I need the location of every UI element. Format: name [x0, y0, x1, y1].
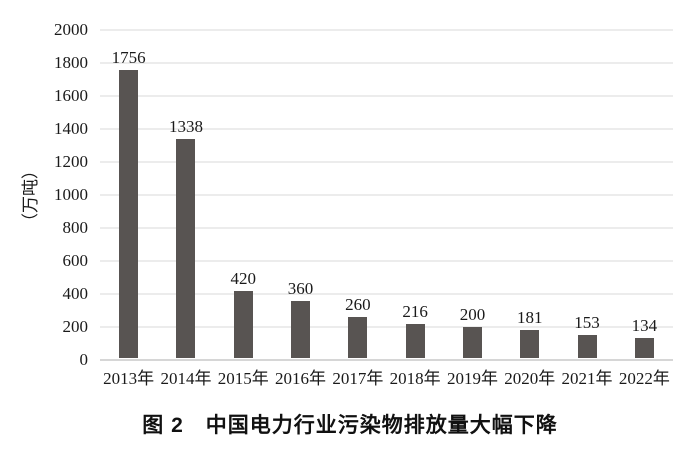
gridline-800: [100, 227, 673, 229]
bar-value-label-2015年: 420: [230, 268, 257, 288]
figure-caption: 图 2 中国电力行业污染物排放量大幅下降: [142, 414, 558, 437]
bar-value-label-2021年: 153: [574, 312, 600, 332]
y-tick-label-1000: 1000: [54, 185, 88, 204]
bar-2019年: [462, 327, 482, 358]
x-axis-label-2014年: 2014年: [160, 369, 212, 388]
bar-2015年: [233, 290, 253, 358]
bar-2014年: [176, 139, 196, 358]
x-axis-label-2016年: 2016年: [275, 369, 327, 388]
x-axis-label-2013年: 2013年: [103, 369, 155, 388]
gridline-400: [100, 293, 673, 295]
bar-2022年: [634, 337, 654, 358]
bar-2016年: [291, 300, 311, 358]
y-tick-label-1600: 1600: [54, 86, 88, 105]
x-axis-label-2017年: 2017年: [332, 369, 384, 388]
bar-2020年: [520, 330, 540, 358]
gridline-200: [100, 326, 673, 328]
bar-value-label-2017年: 260: [345, 295, 371, 315]
y-tick-label-0: 0: [79, 350, 89, 369]
x-axis-label-2015年: 2015年: [217, 369, 269, 388]
bar-value-label-2013年: 1756: [111, 48, 146, 68]
y-tick-label-1400: 1400: [54, 119, 88, 138]
x-axis-label-2020年: 2020年: [504, 369, 556, 388]
bar-value-label-2019年: 200: [459, 305, 486, 324]
gridline-1000: [100, 194, 673, 196]
gridline-1200: [100, 161, 673, 163]
bar-2017年: [348, 317, 368, 358]
bar-2018年: [405, 324, 425, 358]
gridline-600: [100, 260, 673, 262]
bar-value-label-2014年: 1338: [168, 117, 203, 137]
gridline-2000: [100, 29, 673, 31]
y-tick-label-2000: 2000: [54, 20, 88, 39]
gridline-1400: [100, 128, 673, 130]
bar-value-label-2018年: 216: [402, 302, 428, 322]
bar-2021年: [577, 334, 597, 358]
y-axis-tick-labels: 2000 1800 1600 1400 1200 1000 800 600 400 200 0: [0, 21, 89, 369]
bar-value-label-2016年: 360: [287, 278, 314, 298]
y-tick-label-200: 200: [62, 317, 89, 336]
x-axis-label-2022年: 2022年: [618, 369, 670, 388]
x-axis-labels: 2013年 2014年 2015年 2016年 2017年 2018年 2019年 2020年…: [100, 369, 673, 391]
gridline-1800: [100, 62, 673, 64]
y-tick-label-400: 400: [62, 284, 89, 303]
x-axis-line: [100, 359, 673, 361]
x-axis-label-2019年: 2019年: [446, 369, 498, 388]
bar-value-label-2022年: 134: [631, 315, 658, 335]
y-tick-label-1800: 1800: [54, 53, 88, 72]
y-tick-label-1200: 1200: [54, 152, 88, 171]
x-axis-label-2018年: 2018年: [389, 369, 441, 388]
y-tick-label-800: 800: [62, 218, 89, 237]
bar-value-label-2020年: 181: [517, 308, 543, 328]
gridline-1600: [100, 95, 673, 97]
x-axis-label-2021年: 2021年: [561, 369, 613, 388]
plot-area: 1756 1338 420 360 260 216 200 181 153 134: [100, 29, 673, 361]
bar-2013年: [119, 70, 139, 358]
y-tick-label-600: 600: [62, 251, 89, 270]
